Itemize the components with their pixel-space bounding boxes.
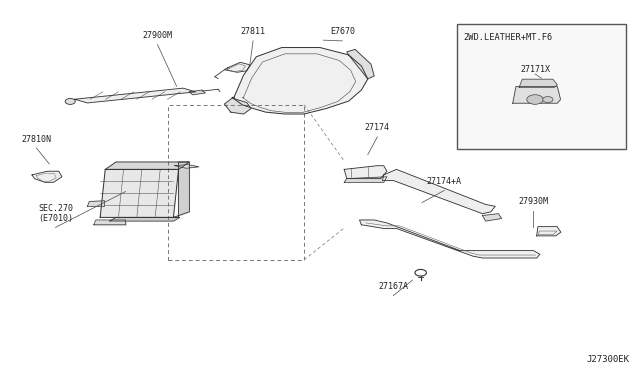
Text: 27900M: 27900M xyxy=(143,31,173,40)
Polygon shape xyxy=(75,88,196,103)
Polygon shape xyxy=(32,171,62,182)
Polygon shape xyxy=(109,217,180,221)
Polygon shape xyxy=(189,90,205,95)
Polygon shape xyxy=(344,166,387,179)
Text: J27300EK: J27300EK xyxy=(586,355,629,364)
Polygon shape xyxy=(513,87,561,103)
Polygon shape xyxy=(383,169,495,214)
Polygon shape xyxy=(483,214,502,221)
Polygon shape xyxy=(225,98,251,114)
Polygon shape xyxy=(173,162,189,217)
Polygon shape xyxy=(344,177,387,182)
Circle shape xyxy=(543,97,553,102)
Text: SEC.270
(E7010): SEC.270 (E7010) xyxy=(38,203,73,223)
Text: 27174: 27174 xyxy=(365,124,390,132)
Text: 27811: 27811 xyxy=(241,28,266,36)
Text: 27930M: 27930M xyxy=(518,197,548,206)
Polygon shape xyxy=(225,62,250,72)
Text: 27810N: 27810N xyxy=(21,135,51,144)
Circle shape xyxy=(65,99,76,105)
Text: 27174+A: 27174+A xyxy=(427,177,461,186)
Polygon shape xyxy=(537,227,561,236)
Polygon shape xyxy=(100,169,179,217)
Text: 27167A: 27167A xyxy=(378,282,408,291)
Polygon shape xyxy=(347,49,374,79)
Bar xyxy=(457,23,626,149)
Polygon shape xyxy=(232,48,368,114)
Polygon shape xyxy=(105,162,189,169)
Text: E7670: E7670 xyxy=(330,28,355,36)
Polygon shape xyxy=(88,201,104,206)
Circle shape xyxy=(415,269,426,276)
Text: 27171X: 27171X xyxy=(520,65,550,74)
Circle shape xyxy=(527,95,543,104)
Polygon shape xyxy=(360,220,540,258)
Text: 2WD.LEATHER+MT.F6: 2WD.LEATHER+MT.F6 xyxy=(463,33,552,42)
Polygon shape xyxy=(94,220,125,225)
Polygon shape xyxy=(519,79,557,87)
Polygon shape xyxy=(175,164,199,168)
